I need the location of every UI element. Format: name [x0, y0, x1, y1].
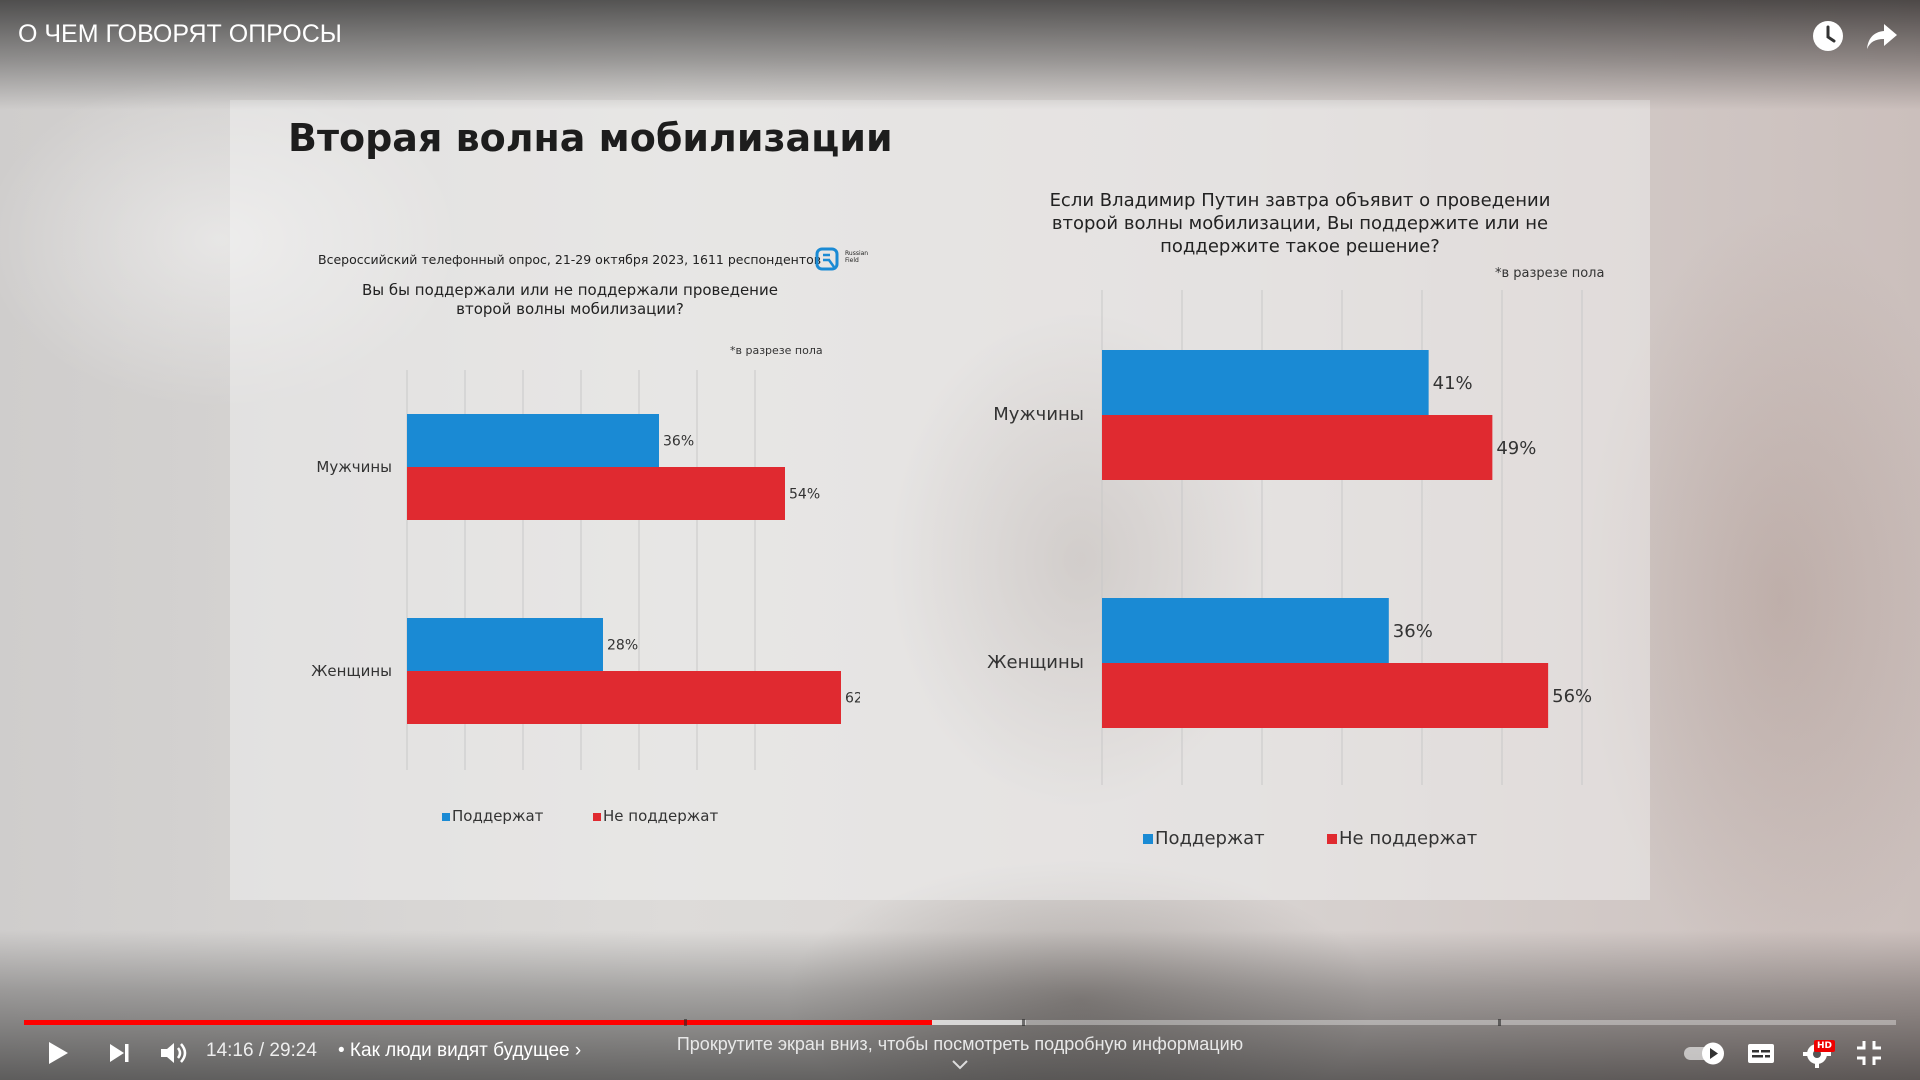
hd-badge: HD: [1814, 1040, 1836, 1052]
survey-source: Всероссийский телефонный опрос, 21-29 ок…: [318, 252, 822, 267]
clock-icon[interactable]: [1810, 18, 1846, 54]
category-label: Мужчины: [993, 404, 1084, 425]
next-icon[interactable]: [102, 1036, 136, 1070]
right-note: *в разрезе пола: [1495, 266, 1605, 281]
progress-played: [24, 1020, 933, 1025]
chapter-marker: [1022, 1019, 1025, 1026]
chapter-marker: [684, 1019, 687, 1026]
data-label: 36%: [663, 434, 694, 450]
share-icon[interactable]: [1864, 18, 1900, 54]
data-label: 62%: [845, 691, 860, 707]
left-bar-chart: Мужчины 36% 54% Женщины 28% 62% Поддержат Не по…: [311, 370, 860, 825]
bar-support: [407, 414, 659, 467]
data-label: 54%: [789, 487, 820, 503]
data-label: 49%: [1496, 438, 1536, 459]
legend-label: Не поддержат: [1339, 828, 1477, 849]
left-question: Вы бы поддержали или не поддержали прове…: [362, 281, 778, 318]
video-title[interactable]: О ЧЕМ ГОВОРЯТ ОПРОСЫ: [18, 20, 342, 48]
legend-label: Не поддержат: [603, 807, 718, 825]
category-label: Женщины: [987, 652, 1084, 673]
data-label: 28%: [607, 638, 638, 654]
bar-oppose: [1102, 415, 1493, 480]
category-label: Женщины: [311, 662, 392, 680]
scroll-hint: Прокрутите экран вниз, чтобы посмотреть …: [676, 1034, 1244, 1054]
legend-label: Поддержат: [1155, 828, 1265, 849]
category-label: Мужчины: [316, 458, 392, 476]
data-label: 41%: [1433, 373, 1473, 394]
left-note: *в разрезе пола: [730, 344, 823, 357]
exit-fullscreen-icon[interactable]: [1852, 1036, 1886, 1070]
russian-field-logo: [815, 247, 839, 271]
autoplay-toggle-icon[interactable]: [1680, 1036, 1730, 1070]
bar-oppose: [407, 671, 841, 724]
time-display: 14:16 / 29:24: [206, 1040, 317, 1061]
right-bar-chart: Мужчины 41% 49% Женщины 36% 56% Поддержат Не по…: [987, 290, 1592, 849]
play-icon[interactable]: [40, 1036, 74, 1070]
bar-support: [1102, 598, 1389, 663]
chapter-title[interactable]: • Как люди видят будущее ›: [338, 1040, 582, 1061]
legend-swatch: [1143, 834, 1153, 844]
data-label: 56%: [1552, 686, 1592, 707]
bar-support: [1102, 350, 1429, 415]
volume-icon[interactable]: [156, 1036, 190, 1070]
legend-swatch: [442, 813, 450, 821]
subtitles-icon[interactable]: [1744, 1036, 1778, 1070]
bar-oppose: [1102, 663, 1549, 728]
bar-oppose: [407, 467, 785, 520]
chapter-marker: [1498, 1019, 1501, 1026]
chevron-down-icon[interactable]: [950, 1058, 970, 1072]
logo-text: Russian Field: [845, 250, 869, 264]
top-overlay: [0, 0, 1920, 110]
bottom-overlay: [0, 930, 1920, 1080]
legend-swatch: [1327, 834, 1337, 844]
legend-swatch: [593, 813, 601, 821]
legend-label: Поддержат: [452, 807, 544, 825]
slide-title: Вторая волна мобилизации: [288, 116, 893, 160]
data-label: 36%: [1393, 621, 1433, 642]
bar-support: [407, 618, 603, 671]
right-question: Если Владимир Путин завтра объявит о про…: [1049, 190, 1551, 257]
